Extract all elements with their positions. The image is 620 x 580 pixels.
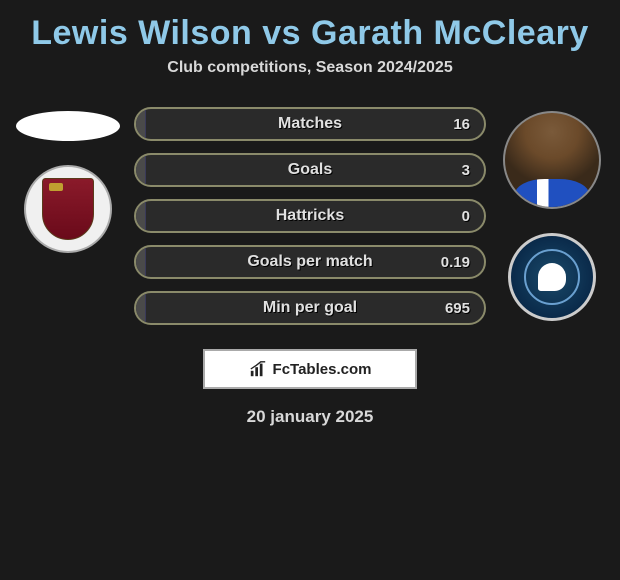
brand-box[interactable]: FcTables.com [203,349,417,389]
swan-icon [538,263,566,291]
stat-value-right: 16 [453,116,470,133]
stat-label: Goals [136,161,484,179]
player-right-photo [503,111,601,209]
ring-icon [524,249,580,305]
chart-icon [249,360,267,378]
right-player-column [492,103,612,321]
stat-label: Min per goal [136,299,484,317]
stat-row-goals: Goals 3 [134,153,486,187]
stat-row-min-per-goal: Min per goal 695 [134,291,486,325]
stat-value-right: 0 [462,208,470,225]
player-left-photo-placeholder [16,111,120,141]
stat-value-right: 3 [462,162,470,179]
club-left-crest [24,165,112,253]
page-title: Lewis Wilson vs Garath McCleary [0,0,620,59]
stat-row-hattricks: Hattricks 0 [134,199,486,233]
left-player-column [8,103,128,253]
brand-label: FcTables.com [273,361,372,378]
stat-value-right: 0.19 [441,254,470,271]
stat-label: Hattricks [136,207,484,225]
main-area: Matches 16 Goals 3 Hattricks 0 Goals per… [0,103,620,329]
stat-label: Goals per match [136,253,484,271]
stats-column: Matches 16 Goals 3 Hattricks 0 Goals per… [128,103,492,329]
subtitle: Club competitions, Season 2024/2025 [0,59,620,103]
stat-row-matches: Matches 16 [134,107,486,141]
stat-value-right: 695 [445,300,470,317]
stat-row-goals-per-match: Goals per match 0.19 [134,245,486,279]
club-right-crest [508,233,596,321]
shield-icon [42,178,94,240]
stat-label: Matches [136,115,484,133]
date-label: 20 january 2025 [0,389,620,427]
root: Lewis Wilson vs Garath McCleary Club com… [0,0,620,427]
